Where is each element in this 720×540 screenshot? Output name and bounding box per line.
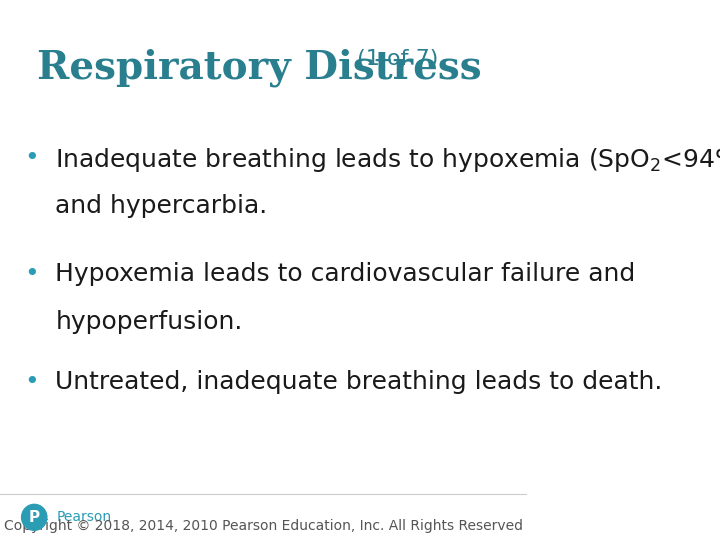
Text: Hypoxemia leads to cardiovascular failure and: Hypoxemia leads to cardiovascular failur… <box>55 262 636 286</box>
Text: Pearson: Pearson <box>57 510 112 524</box>
Text: and hypercarbia.: and hypercarbia. <box>55 194 268 218</box>
Text: P: P <box>29 510 40 525</box>
Text: Inadequate breathing leads to hypoxemia (SpO$_2$<94%): Inadequate breathing leads to hypoxemia … <box>55 146 720 174</box>
Text: Copyright © 2018, 2014, 2010 Pearson Education, Inc. All Rights Reserved: Copyright © 2018, 2014, 2010 Pearson Edu… <box>4 519 523 534</box>
Circle shape <box>22 504 47 530</box>
Text: •: • <box>24 146 39 170</box>
Text: Untreated, inadequate breathing leads to death.: Untreated, inadequate breathing leads to… <box>55 370 662 394</box>
Text: •: • <box>24 370 39 394</box>
Text: •: • <box>24 262 39 286</box>
Text: hypoperfusion.: hypoperfusion. <box>55 310 243 334</box>
Text: Respiratory Distress: Respiratory Distress <box>37 49 482 87</box>
Text: (1 of 7): (1 of 7) <box>351 49 438 69</box>
